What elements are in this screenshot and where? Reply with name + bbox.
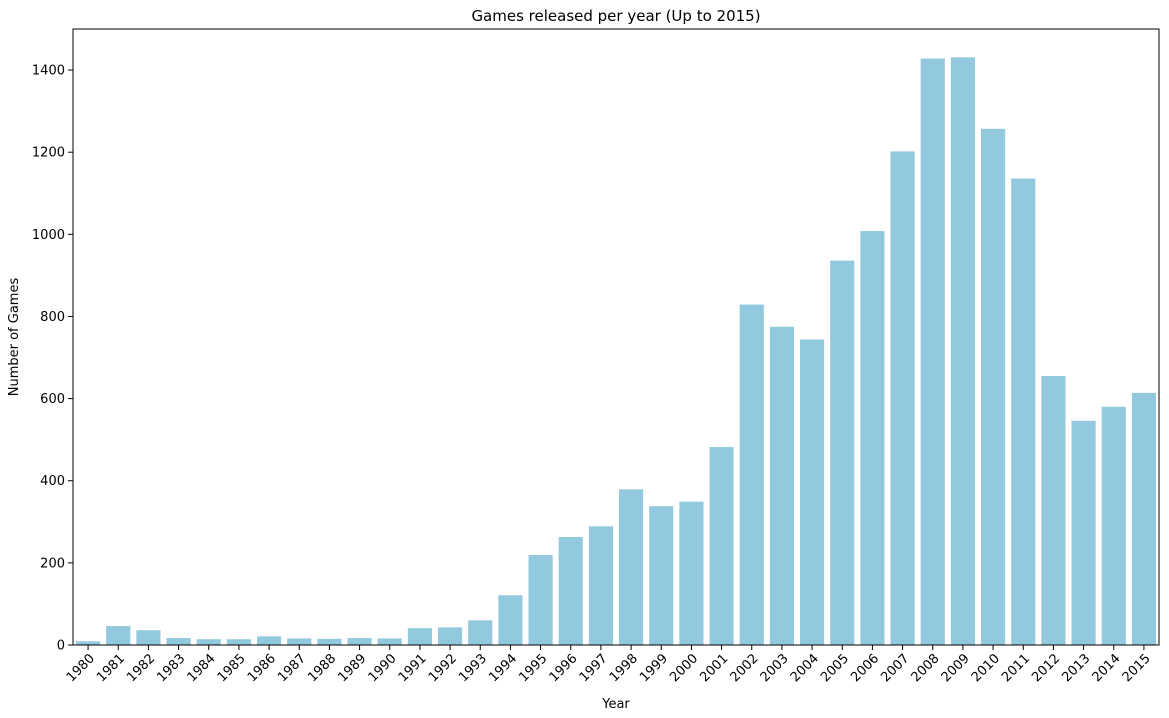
x-tick-label: 2000 [667, 651, 701, 685]
bar-2015 [1131, 392, 1156, 645]
bar-1999 [649, 506, 674, 645]
x-tick-label: 2003 [758, 651, 792, 685]
x-tick-label: 1996 [547, 651, 581, 685]
y-tick-label: 200 [40, 556, 65, 571]
x-tick-label: 1999 [637, 651, 671, 685]
bar-1995 [528, 555, 553, 645]
x-tick-label: 1992 [426, 651, 460, 685]
x-tick-label: 2004 [788, 651, 822, 685]
bar-2012 [1041, 376, 1066, 645]
bar-1987 [287, 638, 312, 645]
bar-2013 [1071, 420, 1096, 645]
bar-1998 [619, 489, 644, 645]
x-tick-label: 1986 [245, 651, 279, 685]
bar-1988 [317, 638, 342, 645]
x-tick-label: 1993 [456, 651, 490, 685]
bar-2014 [1101, 406, 1126, 645]
x-axis: 1980198119821983198419851986198719881989… [64, 645, 1154, 685]
bar-1991 [407, 628, 432, 645]
bar-2009 [950, 57, 975, 645]
x-tick-label: 2007 [878, 651, 912, 685]
bar-1990 [377, 638, 402, 645]
x-tick-label: 1984 [185, 651, 219, 685]
bar-1981 [106, 626, 131, 645]
x-axis-label: Year [601, 697, 630, 712]
x-tick-label: 1991 [396, 651, 430, 685]
bar-2005 [830, 260, 855, 645]
x-tick-label: 2015 [1120, 651, 1154, 685]
x-tick-label: 1990 [366, 651, 400, 685]
bar-2011 [1011, 178, 1036, 646]
y-axis: 0 200 400 600 800 1000 1200 1400 [32, 64, 73, 654]
y-tick-label: 800 [40, 310, 65, 325]
x-tick-label: 1980 [64, 651, 98, 685]
x-tick-label: 2001 [697, 651, 731, 685]
y-axis-label: Number of Games [7, 278, 22, 397]
y-tick-label: 1000 [32, 228, 65, 243]
bar-1985 [226, 639, 251, 645]
bar-1992 [438, 627, 463, 645]
x-tick-label: 2009 [939, 651, 973, 685]
bar-1986 [257, 636, 282, 645]
x-tick-label: 1987 [275, 651, 309, 685]
x-tick-label: 2012 [1029, 651, 1063, 685]
x-tick-label: 1985 [215, 651, 249, 685]
y-tick-label: 1400 [32, 64, 65, 79]
bar-1994 [498, 595, 523, 645]
bar-1980 [76, 641, 101, 645]
x-tick-label: 2010 [969, 651, 1003, 685]
bar-2006 [860, 231, 885, 646]
bar-2004 [800, 339, 825, 645]
x-tick-label: 2005 [818, 651, 852, 685]
bar-1997 [588, 526, 613, 645]
bar-2007 [890, 151, 915, 645]
bar-2001 [709, 447, 734, 645]
x-tick-label: 2011 [999, 651, 1033, 685]
bar-2003 [769, 326, 794, 645]
x-tick-label: 2006 [848, 651, 882, 685]
bar-2000 [679, 501, 704, 645]
x-tick-label: 2014 [1090, 651, 1124, 685]
bar-1989 [347, 638, 372, 645]
x-tick-label: 1982 [124, 651, 158, 685]
chart-title: Games released per year (Up to 2015) [471, 7, 760, 25]
bar-2010 [981, 128, 1006, 646]
y-tick-label: 1200 [32, 146, 65, 161]
x-tick-label: 1994 [486, 651, 520, 685]
x-tick-label: 2002 [728, 651, 762, 685]
x-tick-label: 1998 [607, 651, 641, 685]
x-tick-label: 1997 [577, 651, 611, 685]
x-tick-label: 1981 [94, 651, 128, 685]
bar-2002 [739, 304, 764, 645]
bar-1983 [166, 638, 191, 645]
x-tick-label: 2013 [1059, 651, 1093, 685]
bar-1982 [136, 630, 161, 645]
y-tick-label: 600 [40, 392, 65, 407]
x-tick-label: 1989 [335, 651, 369, 685]
plot-frame [72, 28, 1160, 646]
x-tick-label: 1983 [154, 651, 188, 685]
bar-1993 [468, 620, 493, 645]
x-tick-label: 1988 [305, 651, 339, 685]
bar-1996 [558, 536, 583, 645]
bar-1984 [196, 639, 221, 645]
bars-group [76, 57, 1156, 646]
y-tick-label: 0 [57, 639, 65, 654]
x-tick-label: 2008 [909, 651, 943, 685]
y-tick-label: 400 [40, 474, 65, 489]
x-tick-label: 1995 [516, 651, 550, 685]
bar-2008 [920, 58, 945, 645]
